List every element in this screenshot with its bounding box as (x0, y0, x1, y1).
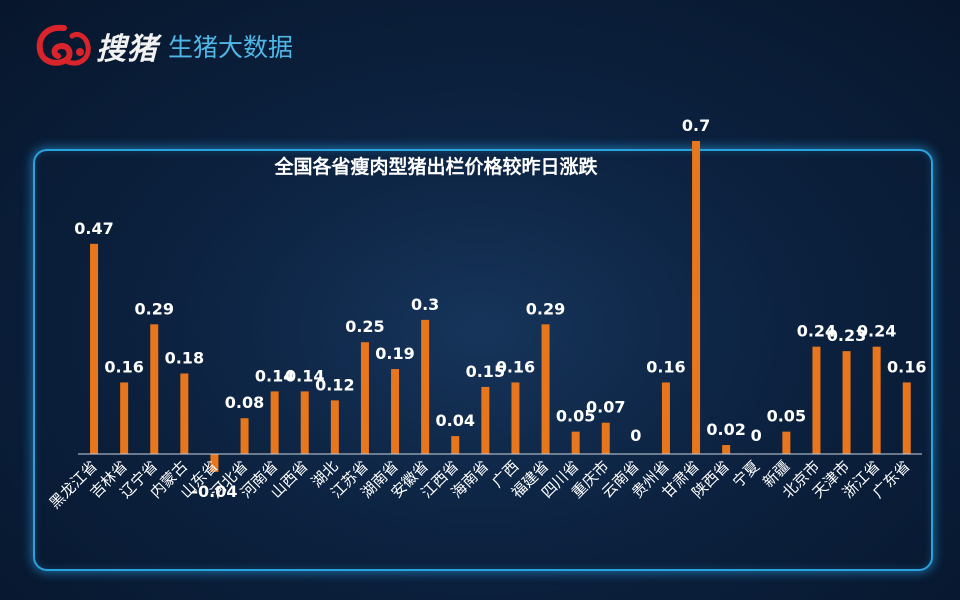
bar-北京市 (812, 346, 821, 454)
data-label: 0.02 (706, 420, 745, 439)
data-label: 0.24 (857, 322, 896, 341)
bar-江苏省 (360, 342, 369, 454)
bar-江西省 (451, 436, 460, 454)
bar-安徽省 (421, 319, 430, 454)
data-label: 0.15 (466, 362, 505, 381)
bar-甘肃省 (692, 141, 701, 454)
bar-内蒙古 (180, 373, 189, 454)
data-label: 0.12 (315, 375, 354, 394)
bars-group (90, 141, 911, 472)
brand: 搜猪 生猪大数据 (34, 18, 293, 74)
data-label: 0.29 (135, 299, 174, 318)
data-label: 0.18 (165, 349, 204, 368)
bar-山东省 (210, 454, 219, 472)
chart-title: 全国各省瘦肉型猪出栏价格较昨日涨跌 (274, 156, 598, 178)
bar-新疆 (782, 431, 791, 454)
category-label: 宁夏 (729, 457, 763, 491)
bar-四川省 (571, 431, 580, 454)
bar-天津市 (842, 351, 851, 454)
bar-陕西省 (722, 445, 731, 454)
data-labels-group: 0.470.160.290.18-0.040.080.140.140.120.2… (74, 116, 926, 501)
data-label: 0.05 (767, 407, 806, 426)
data-label: 0.07 (586, 398, 625, 417)
bar-海南省 (481, 386, 490, 454)
data-label: 0.25 (345, 317, 384, 336)
data-label: 0.29 (526, 299, 565, 318)
data-label: 0.14 (285, 366, 324, 385)
data-label: 0.16 (104, 357, 143, 376)
data-label: 0.19 (375, 344, 414, 363)
bar-黑龙江省 (90, 243, 99, 454)
bar-广东省 (902, 382, 911, 454)
data-label: 0.04 (436, 411, 475, 430)
category-labels-group: 黑龙江省吉林省辽宁省内蒙古山东省河北省河南省山西省湖北江苏省湖南省安徽省江西省海… (46, 457, 914, 512)
bar-贵州省 (661, 382, 670, 454)
bar-吉林省 (120, 382, 129, 454)
data-label: 0.7 (682, 116, 710, 135)
bar-山西省 (300, 391, 309, 454)
data-label: 0.05 (556, 407, 595, 426)
sozhu-logo-icon (36, 24, 91, 66)
data-label: 0.16 (646, 357, 685, 376)
data-label: 0.16 (887, 357, 926, 376)
data-label: -0.04 (191, 482, 237, 501)
bar-浙江省 (872, 346, 881, 454)
brand-name: 搜猪 (96, 32, 158, 67)
chart-panel (33, 149, 933, 571)
bar-湖北 (330, 400, 339, 454)
data-label: 0.16 (496, 357, 535, 376)
data-label: 0.14 (255, 366, 294, 385)
data-label: 0 (751, 426, 762, 445)
bar-重庆市 (601, 422, 610, 454)
data-label: 0 (630, 426, 641, 445)
bar-福建省 (541, 324, 550, 454)
data-label: 0.24 (797, 322, 836, 341)
brand-subtitle: 生猪大数据 (168, 33, 294, 62)
bar-河北省 (240, 418, 249, 454)
bar-湖南省 (391, 369, 400, 454)
data-label: 0.47 (74, 219, 113, 238)
data-label: 0.23 (827, 326, 866, 345)
data-label: 0.3 (411, 295, 439, 314)
bar-辽宁省 (150, 324, 159, 454)
data-label: 0.08 (225, 393, 264, 412)
bar-河南省 (270, 391, 279, 454)
bar-广西 (511, 382, 520, 454)
